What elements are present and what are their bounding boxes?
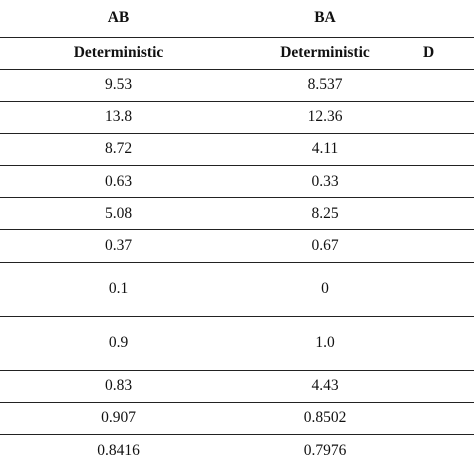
- cell-ba: 0: [237, 262, 413, 316]
- cell-ab: 0.1: [0, 262, 237, 316]
- cell-ba: 12.36: [237, 101, 413, 133]
- group-header-cut: [413, 0, 474, 37]
- table-row: 13.8 12.36: [0, 101, 474, 133]
- subheader-cut: D: [413, 37, 474, 69]
- table-row: 0.8416 0.7976: [0, 435, 474, 467]
- cell-ba: 4.43: [237, 370, 413, 402]
- cell-cut: [413, 370, 474, 402]
- cell-cut: [413, 230, 474, 262]
- cell-ab: 0.907: [0, 402, 237, 434]
- cell-ab: 13.8: [0, 101, 237, 133]
- cell-ba: 4.11: [237, 133, 413, 165]
- cell-cut: [413, 198, 474, 230]
- cell-ab: 0.9: [0, 316, 237, 370]
- cell-ab: 8.72: [0, 133, 237, 165]
- group-header-ba: BA: [237, 0, 413, 37]
- cell-cut: [413, 101, 474, 133]
- subheader-ab: Deterministic: [0, 37, 237, 69]
- table-row: 9.53 8.537: [0, 69, 474, 101]
- cell-ba: 8.25: [237, 198, 413, 230]
- cell-ab: 0.63: [0, 166, 237, 198]
- cell-ba: 8.537: [237, 69, 413, 101]
- table-row: 8.72 4.11: [0, 133, 474, 165]
- cell-cut: [413, 402, 474, 434]
- cell-ba: 0.8502: [237, 402, 413, 434]
- cell-cut: [413, 133, 474, 165]
- cell-ba: 1.0: [237, 316, 413, 370]
- cell-cut: [413, 435, 474, 467]
- table-row: 5.08 8.25: [0, 198, 474, 230]
- cell-cut: [413, 166, 474, 198]
- cell-ab: 0.37: [0, 230, 237, 262]
- subheader-ba: Deterministic: [237, 37, 413, 69]
- group-header-row: AB BA: [0, 0, 474, 37]
- cell-ab: 9.53: [0, 69, 237, 101]
- table-row: 0.63 0.33: [0, 166, 474, 198]
- cell-ba: 0.7976: [237, 435, 413, 467]
- cell-ba: 0.33: [237, 166, 413, 198]
- cell-ab: 0.83: [0, 370, 237, 402]
- group-header-ab: AB: [0, 0, 237, 37]
- table-row: 0.9 1.0: [0, 316, 474, 370]
- cell-ab: 5.08: [0, 198, 237, 230]
- cell-ab: 0.8416: [0, 435, 237, 467]
- cell-cut: [413, 316, 474, 370]
- cell-cut: [413, 69, 474, 101]
- table-row: 0.907 0.8502: [0, 402, 474, 434]
- table-row: 0.1 0: [0, 262, 474, 316]
- cell-ba: 0.67: [237, 230, 413, 262]
- table-row: 0.37 0.67: [0, 230, 474, 262]
- sub-header-row: Deterministic Deterministic D: [0, 37, 474, 69]
- table-row: 0.83 4.43: [0, 370, 474, 402]
- cell-cut: [413, 262, 474, 316]
